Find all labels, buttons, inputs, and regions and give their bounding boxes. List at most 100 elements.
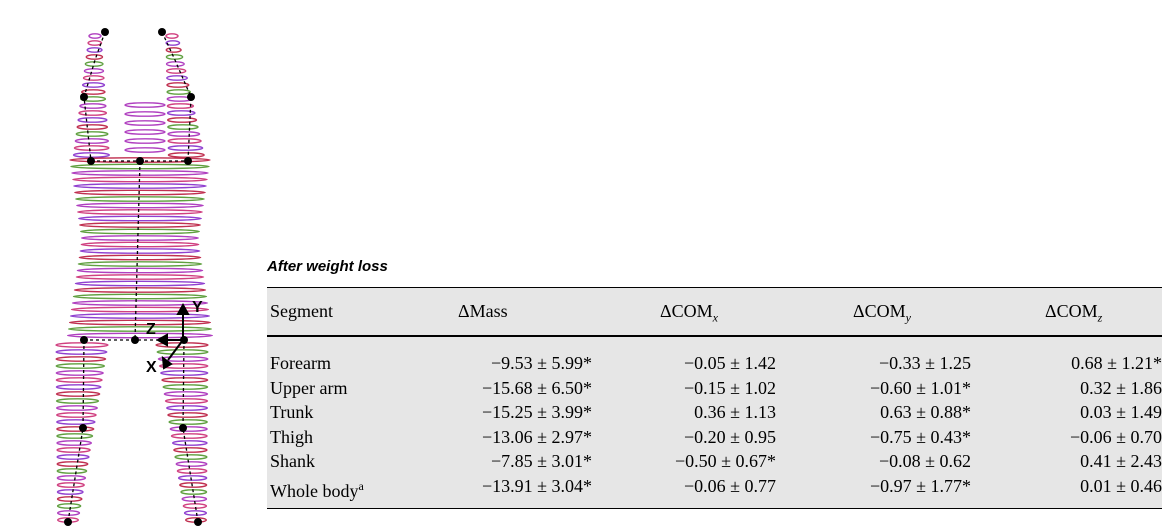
contour xyxy=(81,89,106,95)
table-cell: 0.68 ± 1.21* xyxy=(1071,353,1162,373)
contour xyxy=(165,33,179,39)
table-cell: Shank xyxy=(270,450,315,472)
contour xyxy=(124,120,166,126)
contour xyxy=(55,356,107,362)
contour xyxy=(156,349,209,355)
axes-glyph xyxy=(155,302,190,370)
contour xyxy=(78,110,108,116)
contour xyxy=(166,75,188,81)
table-cell: ΔCOMy xyxy=(853,300,911,329)
contour xyxy=(67,326,213,332)
contour xyxy=(88,33,102,39)
contour xyxy=(72,293,208,300)
contour xyxy=(55,349,108,355)
contour xyxy=(76,202,204,209)
axis-label: X xyxy=(146,359,157,376)
contour xyxy=(166,405,209,411)
contour xyxy=(165,40,181,46)
table-cell: Forearm xyxy=(270,352,331,374)
contour xyxy=(157,356,209,362)
contour xyxy=(165,61,185,67)
table-cell: −0.08 ± 0.62 xyxy=(878,451,971,472)
table-cell: 0.03 ± 1.49 xyxy=(1080,402,1162,423)
contour xyxy=(167,412,209,418)
contour xyxy=(167,152,205,158)
contour xyxy=(166,103,195,109)
rule xyxy=(267,335,1162,337)
contour xyxy=(56,426,95,432)
contour xyxy=(71,300,209,306)
table-cell: −0.33 ± 1.25 xyxy=(878,353,971,373)
contour xyxy=(73,287,207,293)
contour xyxy=(177,475,208,481)
contour xyxy=(167,124,199,130)
contour xyxy=(70,306,210,313)
cell-text: Whole body xyxy=(270,481,359,501)
subscript: z xyxy=(1097,310,1103,325)
table-cell: 0.36 ± 1.13 xyxy=(694,402,776,423)
table-cell: −9.53 ± 5.99* xyxy=(490,353,592,373)
contour xyxy=(76,267,204,274)
table-cell: 0.32 ± 1.86 xyxy=(1080,377,1162,398)
contour xyxy=(80,241,200,248)
table-cell: −13.91 ± 3.04* xyxy=(481,476,592,496)
contour xyxy=(74,189,206,196)
contour xyxy=(76,124,109,130)
cell-text: Trunk xyxy=(270,402,314,423)
contour xyxy=(173,447,208,453)
contour xyxy=(56,489,84,495)
cell-text: Thigh xyxy=(270,426,313,447)
contour xyxy=(169,426,208,432)
table-cell: ΔCOMz xyxy=(1045,300,1102,329)
body-segment-figure: Y Z X xyxy=(55,28,214,526)
cell-text: ΔMass xyxy=(458,301,508,321)
table-cell: 0.41 ± 2.43 xyxy=(1080,451,1162,472)
contour xyxy=(81,82,106,88)
table-cell: −0.60 ± 1.01* xyxy=(869,377,971,398)
contour xyxy=(56,503,82,509)
cell-text: ΔCOM xyxy=(660,301,713,321)
contour xyxy=(78,254,202,261)
contour xyxy=(80,228,200,235)
contour xyxy=(124,102,166,108)
contour xyxy=(124,129,166,135)
contour xyxy=(77,209,203,215)
cell-text: Upper arm xyxy=(270,377,348,398)
subscript: x xyxy=(712,310,718,325)
table-cell: −13.06 ± 2.97* xyxy=(481,426,592,447)
contour xyxy=(165,68,187,74)
contour xyxy=(165,54,184,60)
contour xyxy=(56,461,89,467)
contour xyxy=(164,398,209,404)
contour xyxy=(179,482,208,488)
contour xyxy=(87,40,103,46)
contour xyxy=(69,313,211,319)
contour xyxy=(55,398,100,404)
table-cell: −0.15 ± 1.02 xyxy=(683,377,776,398)
table-cell: Whole bodya xyxy=(270,475,364,502)
body-band xyxy=(267,337,1162,508)
contour xyxy=(174,454,208,460)
table-cell: −0.50 ± 0.67* xyxy=(674,451,776,472)
table-cell: −0.75 ± 0.43* xyxy=(869,426,971,447)
contour xyxy=(73,183,207,189)
contour xyxy=(75,196,205,202)
table-cell: Trunk xyxy=(270,401,313,423)
table-cell: −0.06 ± 0.77 xyxy=(683,476,776,496)
contour xyxy=(124,111,166,117)
contour xyxy=(78,215,202,222)
table-cell: −0.20 ± 0.95 xyxy=(683,426,776,447)
table-cell: ΔMass xyxy=(458,300,508,322)
contour xyxy=(74,138,110,144)
contour xyxy=(75,274,205,280)
cell-text: Shank xyxy=(270,451,315,472)
contour xyxy=(79,103,107,109)
contour xyxy=(180,489,208,495)
superscript: a xyxy=(358,479,364,493)
table-cell: ΔCOMx xyxy=(660,300,718,329)
contour xyxy=(158,363,209,369)
contour xyxy=(167,145,204,151)
contour xyxy=(72,152,111,158)
contour xyxy=(77,261,203,267)
contour xyxy=(55,384,102,390)
